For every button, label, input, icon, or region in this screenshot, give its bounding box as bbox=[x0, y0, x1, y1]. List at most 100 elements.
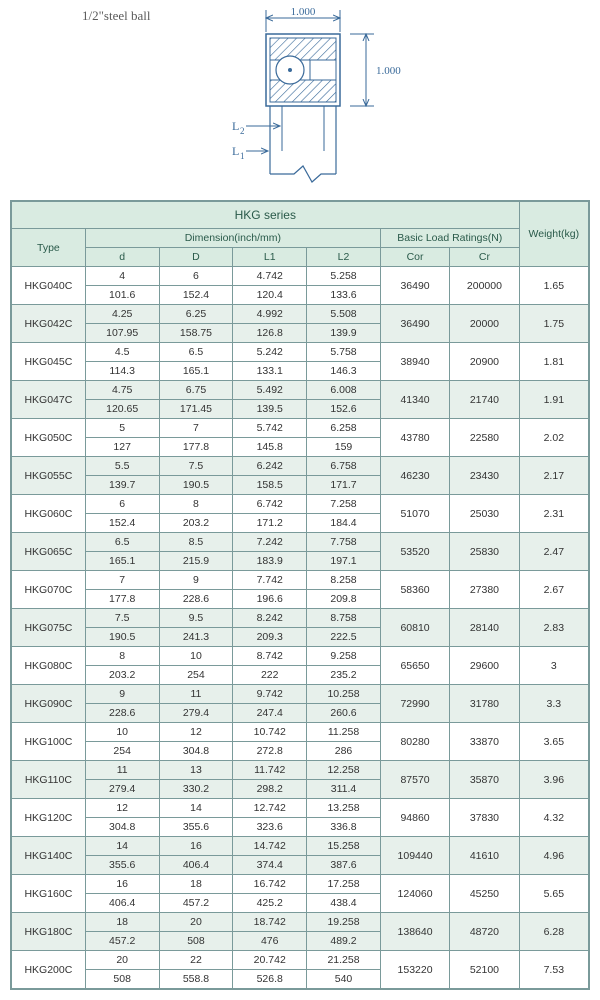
cell-weight: 4.96 bbox=[519, 837, 588, 875]
cell-Cor: 53520 bbox=[380, 533, 449, 571]
cell-D-mm: 215.9 bbox=[159, 552, 233, 571]
cell-L2-inch: 5.758 bbox=[307, 343, 381, 362]
cell-d-inch: 16 bbox=[85, 875, 159, 894]
cell-Cr: 27380 bbox=[450, 571, 519, 609]
cell-L2-mm: 197.1 bbox=[307, 552, 381, 571]
cell-D-inch: 20 bbox=[159, 913, 233, 932]
cell-L1-mm: 196.6 bbox=[233, 590, 307, 609]
diagram-area: 1/2"steel ball 1.000 1.000 bbox=[0, 0, 600, 195]
cell-D-inch: 8.5 bbox=[159, 533, 233, 552]
cell-Cor: 138640 bbox=[380, 913, 449, 951]
cell-type: HKG160C bbox=[12, 875, 86, 913]
cell-Cr: 29600 bbox=[450, 647, 519, 685]
cell-D-mm: 228.6 bbox=[159, 590, 233, 609]
cell-d-inch: 12 bbox=[85, 799, 159, 818]
cell-weight: 2.83 bbox=[519, 609, 588, 647]
cell-weight: 3.65 bbox=[519, 723, 588, 761]
cell-weight: 3.3 bbox=[519, 685, 588, 723]
cell-L1-inch: 20.742 bbox=[233, 951, 307, 970]
cell-type: HKG140C bbox=[12, 837, 86, 875]
cell-weight: 5.65 bbox=[519, 875, 588, 913]
cell-D-inch: 6.75 bbox=[159, 381, 233, 400]
cell-L2-mm: 133.6 bbox=[307, 286, 381, 305]
cell-D-mm: 279.4 bbox=[159, 704, 233, 723]
cell-d-mm: 114.3 bbox=[85, 362, 159, 381]
cell-D-inch: 9.5 bbox=[159, 609, 233, 628]
cell-weight: 4.32 bbox=[519, 799, 588, 837]
cell-L2-inch: 13.258 bbox=[307, 799, 381, 818]
cell-D-mm: 165.1 bbox=[159, 362, 233, 381]
dim-height-text: 1.000 bbox=[376, 65, 401, 77]
cell-Cr: 23430 bbox=[450, 457, 519, 495]
cell-Cor: 87570 bbox=[380, 761, 449, 799]
cell-Cr: 200000 bbox=[450, 267, 519, 305]
cell-Cr: 21740 bbox=[450, 381, 519, 419]
cell-weight: 1.75 bbox=[519, 305, 588, 343]
cell-d-mm: 120.65 bbox=[85, 400, 159, 419]
steel-ball-label: 1/2"steel ball bbox=[82, 8, 151, 24]
cell-d-inch: 20 bbox=[85, 951, 159, 970]
table-row: HKG060C686.7427.25851070250302.31 bbox=[12, 495, 589, 514]
cell-L1-inch: 4.742 bbox=[233, 267, 307, 286]
cell-weight: 1.65 bbox=[519, 267, 588, 305]
header-weight: Weight(kg) bbox=[519, 202, 588, 267]
cell-L2-mm: 235.2 bbox=[307, 666, 381, 685]
table-row: HKG070C797.7428.25858360273802.67 bbox=[12, 571, 589, 590]
cell-d-mm: 152.4 bbox=[85, 514, 159, 533]
table-row: HKG200C202220.74221.258153220521007.53 bbox=[12, 951, 589, 970]
cell-Cr: 28140 bbox=[450, 609, 519, 647]
cell-L1-inch: 18.742 bbox=[233, 913, 307, 932]
header-basic-load: Basic Load Ratings(N) bbox=[380, 229, 519, 248]
cell-type: HKG080C bbox=[12, 647, 86, 685]
table-row: HKG042C4.256.254.9925.50836490200001.75 bbox=[12, 305, 589, 324]
cell-L2-mm: 540 bbox=[307, 970, 381, 989]
cell-Cr: 33870 bbox=[450, 723, 519, 761]
cell-L2-inch: 10.258 bbox=[307, 685, 381, 704]
cell-d-inch: 9 bbox=[85, 685, 159, 704]
cell-type: HKG070C bbox=[12, 571, 86, 609]
cell-D-inch: 9 bbox=[159, 571, 233, 590]
cell-Cr: 25030 bbox=[450, 495, 519, 533]
cell-d-mm: 457.2 bbox=[85, 932, 159, 951]
table-row: HKG050C575.7426.25843780225802.02 bbox=[12, 419, 589, 438]
cell-L1-inch: 5.492 bbox=[233, 381, 307, 400]
cell-d-mm: 254 bbox=[85, 742, 159, 761]
cell-D-inch: 14 bbox=[159, 799, 233, 818]
cell-Cr: 48720 bbox=[450, 913, 519, 951]
cell-D-inch: 18 bbox=[159, 875, 233, 894]
table-row: HKG120C121412.74213.25894860378304.32 bbox=[12, 799, 589, 818]
cell-D-mm: 457.2 bbox=[159, 894, 233, 913]
cell-L1-inch: 4.992 bbox=[233, 305, 307, 324]
cell-d-mm: 139.7 bbox=[85, 476, 159, 495]
cell-D-mm: 203.2 bbox=[159, 514, 233, 533]
cell-d-mm: 190.5 bbox=[85, 628, 159, 647]
cell-L1-inch: 16.742 bbox=[233, 875, 307, 894]
dim-width-text: 1.000 bbox=[291, 6, 316, 18]
cell-L2-mm: 146.3 bbox=[307, 362, 381, 381]
cell-type: HKG120C bbox=[12, 799, 86, 837]
cell-Cr: 22580 bbox=[450, 419, 519, 457]
cell-L2-inch: 15.258 bbox=[307, 837, 381, 856]
cell-Cor: 80280 bbox=[380, 723, 449, 761]
header-L1: L1 bbox=[233, 248, 307, 267]
cell-D-mm: 304.8 bbox=[159, 742, 233, 761]
cell-L1-mm: 526.8 bbox=[233, 970, 307, 989]
cell-L1-mm: 323.6 bbox=[233, 818, 307, 837]
cell-L1-inch: 8.742 bbox=[233, 647, 307, 666]
header-type: Type bbox=[12, 229, 86, 267]
cell-type: HKG200C bbox=[12, 951, 86, 989]
cell-L2-mm: 387.6 bbox=[307, 856, 381, 875]
cell-L1-mm: 247.4 bbox=[233, 704, 307, 723]
table-row: HKG047C4.756.755.4926.00841340217401.91 bbox=[12, 381, 589, 400]
cell-d-mm: 508 bbox=[85, 970, 159, 989]
cell-d-mm: 101.6 bbox=[85, 286, 159, 305]
cell-L1-inch: 12.742 bbox=[233, 799, 307, 818]
cell-L2-inch: 6.008 bbox=[307, 381, 381, 400]
cell-type: HKG060C bbox=[12, 495, 86, 533]
cell-Cor: 60810 bbox=[380, 609, 449, 647]
cell-d-inch: 7.5 bbox=[85, 609, 159, 628]
cell-L2-mm: 152.6 bbox=[307, 400, 381, 419]
cell-type: HKG045C bbox=[12, 343, 86, 381]
cell-L1-inch: 6.242 bbox=[233, 457, 307, 476]
cell-L2-mm: 489.2 bbox=[307, 932, 381, 951]
